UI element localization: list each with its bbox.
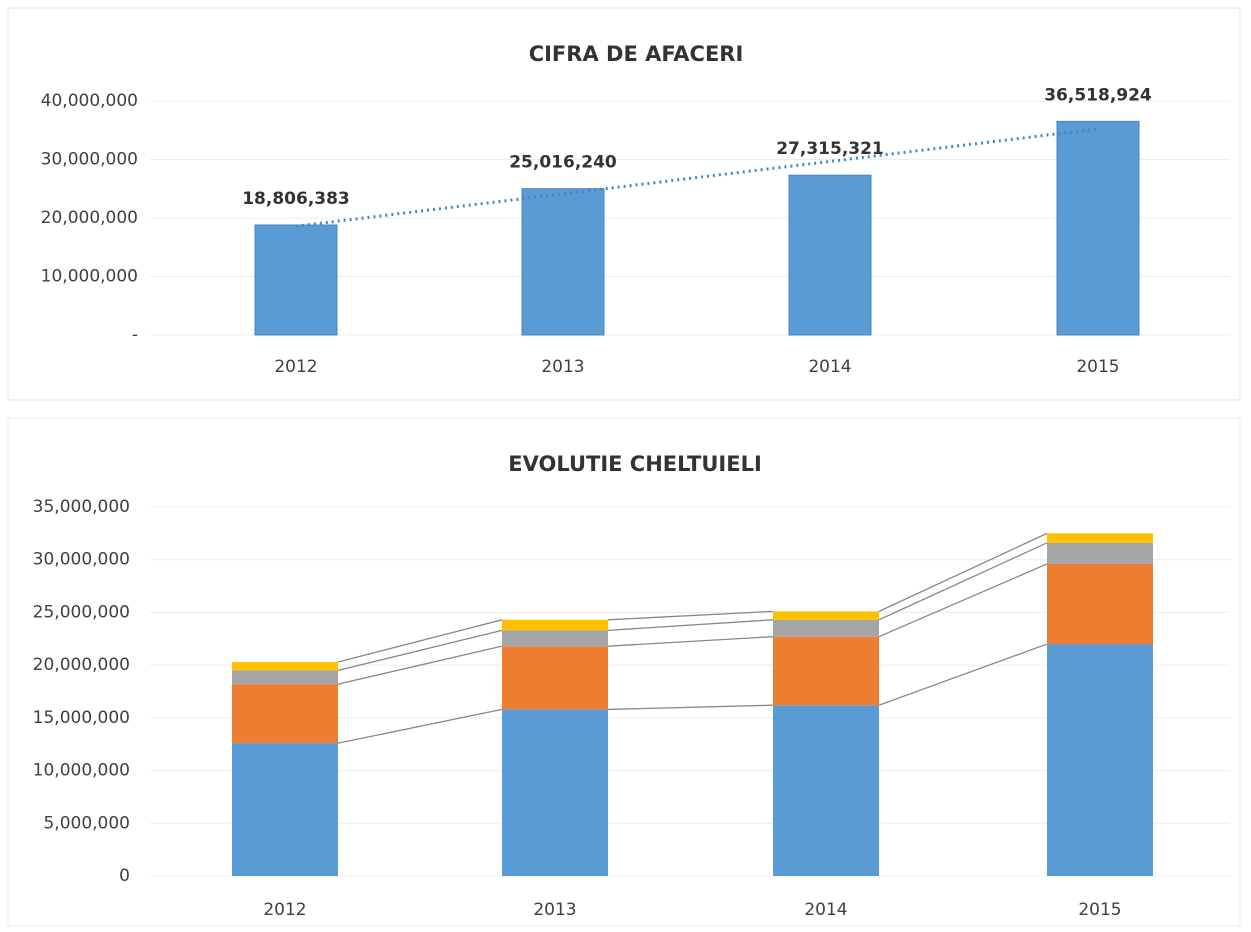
- chart-frame: [7, 7, 1241, 401]
- y-tick-label: 20,000,000: [41, 208, 138, 228]
- bar-segment: [502, 630, 608, 647]
- bar: [521, 188, 605, 336]
- series-line: [607, 704, 774, 711]
- bar-segment: [773, 705, 879, 876]
- y-tick-label: 25,000,000: [33, 602, 130, 622]
- x-tick-label: 2015: [1078, 900, 1121, 920]
- bar-segment: [1047, 644, 1153, 876]
- x-tick-label: 2015: [1076, 357, 1119, 377]
- y-tick-label: 40,000,000: [41, 91, 138, 111]
- series-line: [607, 636, 774, 647]
- bar-segment: [502, 619, 608, 631]
- x-tick-label: 2013: [533, 900, 576, 920]
- y-tick-label: -: [132, 325, 138, 345]
- bar: [254, 224, 338, 336]
- series-line: [607, 610, 774, 621]
- series-line: [337, 629, 503, 672]
- series-line: [878, 542, 1048, 621]
- y-tick-label: 30,000,000: [33, 550, 130, 570]
- y-tick-label: 5,000,000: [43, 813, 130, 833]
- bar: [1056, 120, 1140, 336]
- series-line: [337, 619, 503, 663]
- trendline: [295, 127, 1099, 228]
- bar-segment: [232, 661, 338, 671]
- y-tick-label: 30,000,000: [41, 150, 138, 170]
- x-tick-label: 2012: [263, 900, 306, 920]
- x-tick-label: 2014: [804, 900, 847, 920]
- chart-title: EVOLUTIE CHELTUIELI: [508, 452, 762, 476]
- bar-segment: [1047, 533, 1153, 543]
- x-tick-label: 2012: [274, 357, 317, 377]
- bar-segment: [232, 684, 338, 744]
- bar-segment: [773, 636, 879, 706]
- bar-segment: [1047, 563, 1153, 645]
- series-line: [878, 532, 1048, 612]
- bar-segment: [773, 611, 879, 620]
- data-label: 25,016,240: [509, 153, 617, 173]
- x-tick-label: 2013: [541, 357, 584, 377]
- y-tick-label: 10,000,000: [33, 761, 130, 781]
- y-tick-label: 10,000,000: [41, 267, 138, 287]
- bar-segment: [232, 743, 338, 876]
- bar-segment: [773, 619, 879, 637]
- series-line: [878, 643, 1048, 706]
- series-line: [337, 708, 503, 744]
- chart-title: CIFRA DE AFACERI: [529, 42, 744, 66]
- series-line: [607, 619, 774, 632]
- data-label: 18,806,383: [242, 189, 350, 209]
- y-tick-label: 20,000,000: [33, 655, 130, 675]
- bar: [788, 174, 872, 336]
- x-tick-label: 2014: [808, 357, 851, 377]
- bar-segment: [502, 709, 608, 876]
- chart-frame: [7, 417, 1241, 927]
- bar-segment: [232, 670, 338, 685]
- bar-segment: [502, 646, 608, 710]
- data-label: 27,315,321: [776, 139, 884, 159]
- y-tick-label: 15,000,000: [33, 708, 130, 728]
- y-tick-label: 35,000,000: [33, 497, 130, 517]
- y-tick-label: 0: [119, 866, 130, 886]
- series-line: [337, 645, 503, 685]
- series-line: [878, 563, 1048, 638]
- data-label: 36,518,924: [1044, 85, 1152, 105]
- bar-segment: [1047, 542, 1153, 564]
